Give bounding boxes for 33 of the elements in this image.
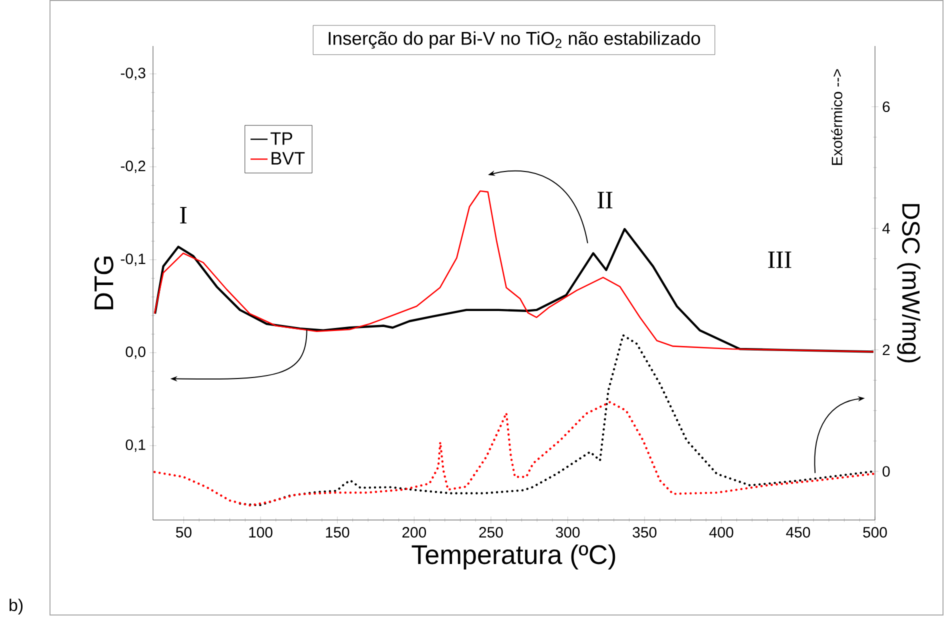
x-tick-label: 150 [326, 527, 350, 538]
x-tick-label: 200 [402, 527, 426, 538]
y-tick-label: -0,2 [120, 160, 146, 173]
annotation: II [598, 192, 612, 208]
y2-axis-title: DSC (mW/mg) [897, 204, 920, 362]
line-series [154, 190, 874, 352]
y-axis-title: DTG [94, 256, 114, 310]
chart-title: Inserção do par Bi-V no TiO$_{2}$ não estabilizado [328, 31, 700, 49]
legend-label: TP [270, 132, 292, 145]
x-tick-label: 400 [709, 527, 734, 538]
y-tick-label: -0,1 [120, 254, 146, 266]
y2-tick-label: 4 [882, 223, 890, 234]
y2-tick-label: 6 [882, 101, 890, 112]
y2-tick-label: 2 [882, 344, 890, 356]
annotation: III [768, 252, 792, 268]
x-tick-label: 100 [249, 527, 272, 538]
x-tick-label: 250 [479, 527, 503, 538]
line-series [153, 401, 875, 507]
y-tick-label: 0,1 [126, 439, 146, 452]
x-tick-label: 300 [556, 527, 580, 538]
y-tick-label: -0,3 [120, 68, 146, 80]
y2-tick-label: 0 [882, 466, 890, 477]
x-axis-title: Temperatura (ºC) [412, 544, 616, 570]
x-tick-label: 500 [863, 527, 887, 538]
annotation: Exotérmico --> [831, 69, 842, 165]
annotation: I [180, 207, 187, 224]
x-tick-label: 450 [786, 527, 810, 538]
line-series [238, 334, 875, 507]
y-tick-label: 0,0 [126, 346, 146, 359]
text: b) [10, 598, 23, 614]
legend-label: BVT [272, 152, 305, 165]
x-tick-label: 350 [632, 527, 656, 538]
x-tick-label: 50 [176, 527, 192, 538]
